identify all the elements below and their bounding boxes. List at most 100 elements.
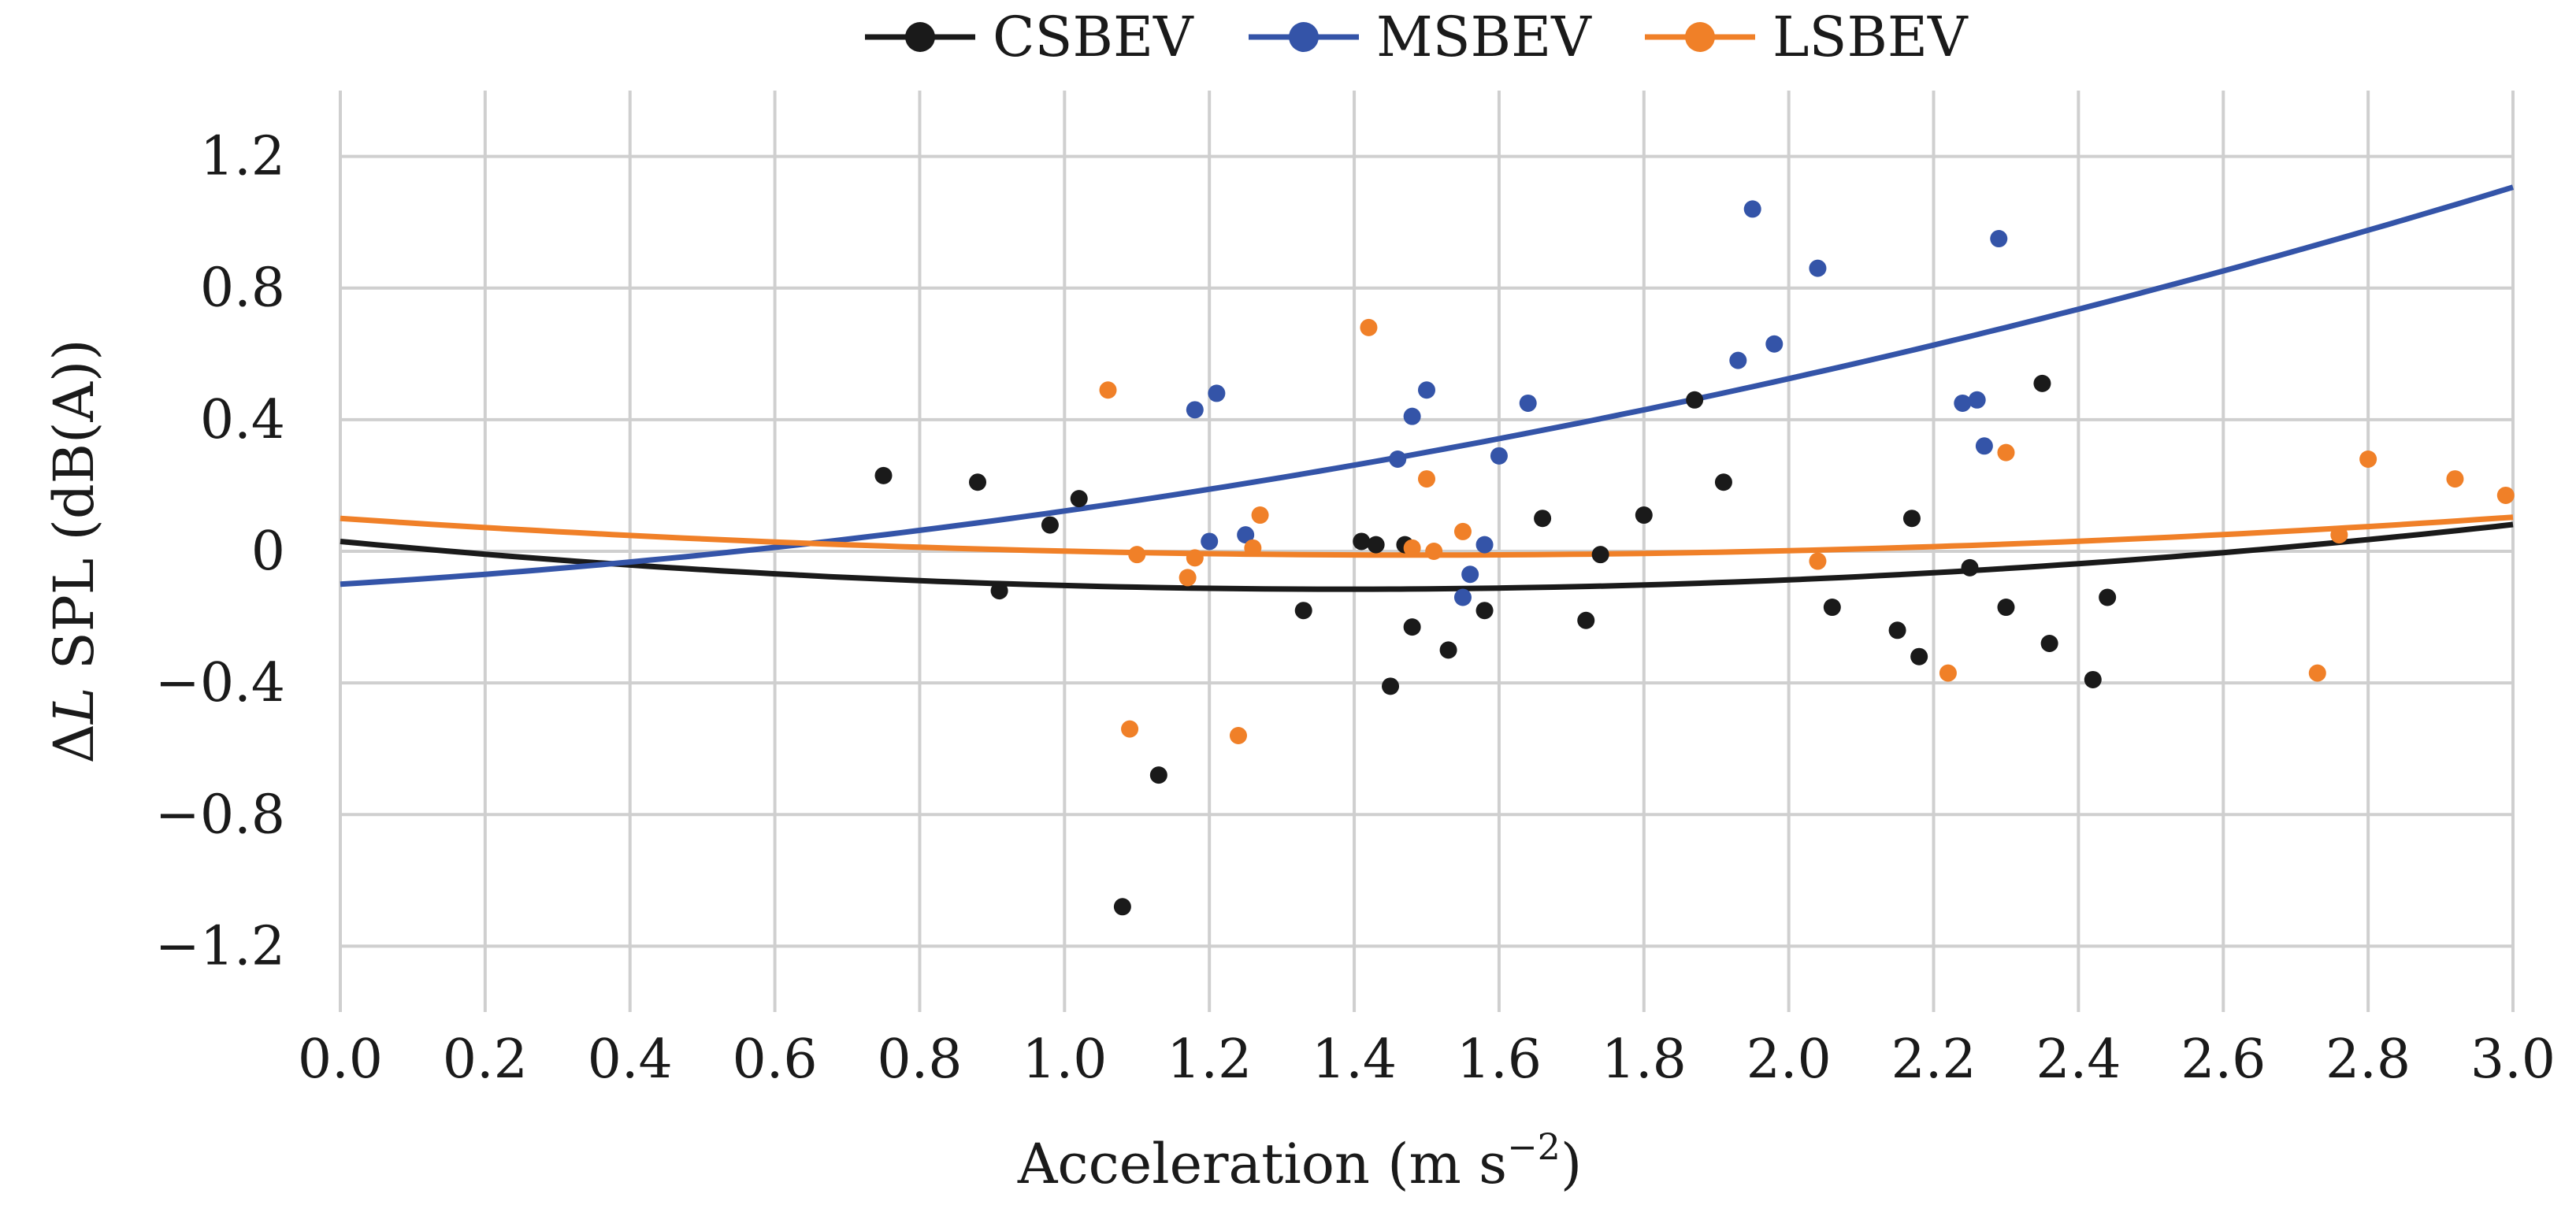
lsbev-point	[1425, 543, 1443, 560]
x-tick-label: 1.6	[1457, 1029, 1542, 1091]
csbev-point	[1823, 599, 1841, 617]
csbev-point	[1475, 602, 1494, 620]
y-tick-label: −0.4	[155, 652, 285, 714]
csbev-point	[1149, 766, 1167, 784]
csbev-point	[1403, 618, 1421, 636]
x-tick-label: 2.4	[2036, 1029, 2121, 1091]
lsbev-point	[1128, 546, 1146, 564]
x-tick-label: 0.4	[588, 1029, 673, 1091]
y-tick-label: 0.8	[200, 258, 285, 320]
csbev-legend-marker	[905, 22, 935, 52]
x-tick-label: 2.0	[1746, 1029, 1832, 1091]
lsbev-point	[1418, 470, 1435, 488]
x-tick-label: 0.2	[443, 1029, 528, 1091]
y-axis-title: ΔL SPL (dB(A))	[42, 339, 106, 763]
x-tick-label: 2.2	[1891, 1029, 1976, 1091]
csbev-point	[1961, 558, 1979, 576]
lsbev-point	[1229, 727, 1247, 744]
csbev-point	[1902, 510, 1921, 528]
msbev-point	[1208, 384, 1226, 402]
msbev-legend-label: MSBEV	[1376, 5, 1592, 69]
lsbev-point	[1244, 539, 1262, 557]
lsbev-point	[1403, 539, 1421, 557]
x-tick-label: 2.8	[2325, 1029, 2411, 1091]
lsbev-point	[2330, 526, 2348, 544]
msbev-point	[1990, 230, 2008, 248]
lsbev-point	[1939, 664, 1957, 682]
csbev-point	[990, 582, 1008, 600]
csbev-fit-curve	[340, 521, 2514, 592]
msbev-point	[1403, 407, 1421, 425]
y-tick-label: 1.2	[200, 126, 285, 188]
y-tick-label: 0.4	[200, 389, 285, 451]
csbev-legend-label: CSBEV	[993, 5, 1194, 69]
y-tick-label: −0.8	[155, 784, 285, 846]
x-tick-labels: 0.0 0.2 0.4 0.6 0.8 1.0 1.2 1.4 1.6 1.8 2.0 2.2 2.4 2…	[298, 1029, 2556, 1091]
msbev-point	[1461, 565, 1479, 584]
lsbev-point	[2446, 470, 2464, 488]
lsbev-legend-label: LSBEV	[1772, 5, 1969, 69]
msbev-legend-marker	[1289, 22, 1319, 52]
msbev-point	[1743, 200, 1761, 218]
y-tick-label: 0	[251, 521, 285, 583]
x-tick-label: 0.8	[877, 1029, 962, 1091]
msbev-point	[1418, 381, 1435, 399]
msbev-point	[1453, 588, 1472, 606]
csbev-point	[1439, 641, 1457, 659]
csbev-point	[2099, 588, 2117, 606]
csbev-point	[1041, 516, 1059, 534]
msbev-point	[1237, 526, 1255, 544]
x-tick-label: 3.0	[2470, 1029, 2556, 1091]
csbev-point	[1113, 898, 1131, 916]
csbev-point	[1635, 506, 1653, 525]
csbev-point	[2033, 374, 2051, 392]
x-tick-label: 2.6	[2181, 1029, 2266, 1091]
csbev-point	[1382, 677, 1400, 695]
legend: CSBEV MSBEV LSBEV	[865, 5, 1969, 69]
msbev-point	[1975, 437, 1993, 455]
lsbev-point	[1186, 549, 1204, 567]
x-tick-label: 1.4	[1312, 1029, 1397, 1091]
x-tick-label: 1.0	[1022, 1029, 1107, 1091]
csbev-point	[2084, 670, 2102, 688]
csbev-point	[1577, 611, 1595, 629]
x-tick-label: 0.6	[733, 1029, 818, 1091]
lsbev-legend-marker	[1685, 22, 1715, 52]
csbev-point	[1910, 647, 1928, 665]
msbev-point	[1490, 447, 1508, 465]
msbev-point	[1968, 391, 1986, 409]
csbev-point	[874, 466, 893, 484]
csbev-point	[1686, 391, 1704, 409]
lsbev-point	[2308, 664, 2326, 682]
x-axis-title: Acceleration (m s−2)	[1017, 1125, 1582, 1196]
msbev-point	[1475, 536, 1494, 554]
msbev-point	[1809, 259, 1827, 277]
lsbev-point	[1121, 720, 1139, 738]
csbev-point	[1367, 536, 1385, 554]
msbev-point	[1729, 351, 1747, 369]
csbev-point	[969, 473, 987, 491]
msbev-point	[1954, 394, 1972, 412]
lsbev-point	[1251, 506, 1269, 525]
lsbev-point	[1179, 569, 1197, 587]
lsbev-point	[1453, 522, 1472, 540]
lsbev-point	[1360, 318, 1378, 336]
csbev-point	[1534, 510, 1552, 528]
y-tick-labels: 1.2 0.8 0.4 0 −0.4 −0.8 −1.2	[155, 126, 285, 978]
csbev-point	[2040, 635, 2058, 652]
lsbev-point	[1809, 552, 1827, 570]
csbev-point	[1294, 602, 1312, 620]
lsbev-point	[2496, 486, 2515, 504]
lsbev-point	[1997, 443, 2015, 462]
msbev-point	[1186, 401, 1204, 419]
csbev-point	[1353, 532, 1371, 551]
msbev-fit-curve	[340, 184, 2515, 588]
msbev-point	[1389, 450, 1407, 468]
x-tick-label: 1.2	[1167, 1029, 1252, 1091]
csbev-point	[1714, 473, 1732, 491]
csbev-point	[1070, 490, 1088, 508]
horizontal-gridlines	[340, 154, 2513, 948]
data-points	[874, 200, 2515, 916]
y-tick-label: −1.2	[155, 915, 285, 977]
